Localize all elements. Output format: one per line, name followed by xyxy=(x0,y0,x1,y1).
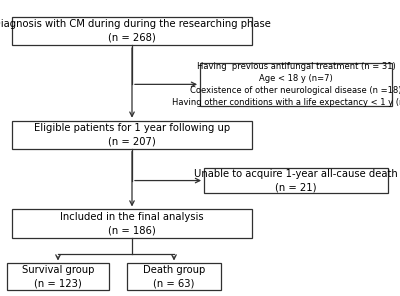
Bar xyxy=(12,121,252,149)
Bar xyxy=(200,63,392,106)
Bar xyxy=(127,263,221,290)
Text: Diagnosis with CM during during the researching phase
(n = 268): Diagnosis with CM during during the rese… xyxy=(0,20,271,43)
Text: Unable to acquire 1-year all-cause death
(n = 21): Unable to acquire 1-year all-cause death… xyxy=(194,169,398,192)
Text: Death group
(n = 63): Death group (n = 63) xyxy=(143,265,205,288)
Text: Eligible patients for 1 year following up
(n = 207): Eligible patients for 1 year following u… xyxy=(34,123,230,146)
Text: Having  previous antifungal treatment (n = 31)
Age < 18 y (n=7)
Coexistence of o: Having previous antifungal treatment (n … xyxy=(172,62,400,107)
Bar xyxy=(7,263,109,290)
Text: Survival group
(n = 123): Survival group (n = 123) xyxy=(22,265,94,288)
Text: Included in the final analysis
(n = 186): Included in the final analysis (n = 186) xyxy=(60,212,204,235)
Bar xyxy=(204,168,388,193)
Bar xyxy=(12,17,252,45)
Bar xyxy=(12,210,252,237)
